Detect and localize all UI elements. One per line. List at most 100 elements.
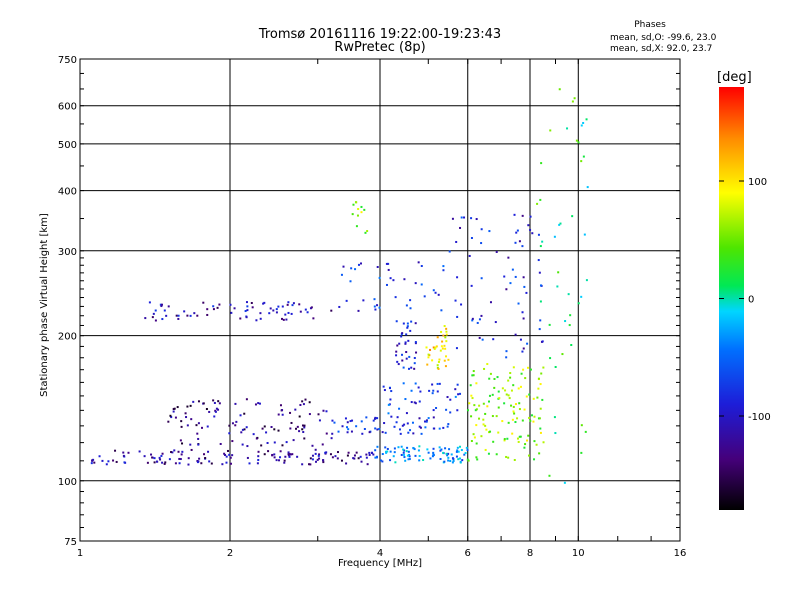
data-point — [444, 447, 447, 450]
data-point — [362, 299, 365, 302]
data-point — [442, 269, 445, 272]
data-point — [505, 288, 508, 291]
data-point — [443, 359, 446, 362]
data-point — [471, 317, 474, 320]
data-point — [381, 431, 384, 434]
data-point — [229, 303, 232, 306]
data-point — [537, 387, 540, 390]
data-point — [504, 389, 507, 392]
data-point — [393, 425, 396, 428]
data-point — [503, 275, 506, 278]
data-point — [501, 420, 504, 423]
data-point — [395, 320, 398, 323]
data-point — [478, 404, 481, 407]
data-point — [349, 420, 352, 423]
data-point — [368, 451, 371, 454]
data-point — [586, 186, 589, 189]
data-point — [231, 440, 234, 443]
data-point — [436, 382, 439, 385]
data-point — [243, 412, 246, 415]
data-point — [304, 398, 307, 401]
data-point — [398, 407, 401, 410]
data-point — [460, 303, 463, 306]
data-point — [153, 457, 156, 460]
data-point — [396, 360, 399, 363]
data-point — [493, 386, 496, 389]
data-point — [400, 445, 403, 448]
data-point — [573, 97, 576, 100]
data-point — [355, 451, 358, 454]
data-point — [473, 436, 476, 439]
data-point — [559, 222, 562, 225]
data-point — [330, 309, 333, 312]
data-point — [246, 456, 249, 459]
data-point — [286, 303, 289, 306]
data-point — [577, 302, 580, 305]
data-point — [440, 448, 443, 451]
data-point — [495, 250, 498, 253]
data-point — [512, 366, 515, 369]
data-point — [197, 437, 200, 440]
data-point — [303, 426, 306, 429]
data-point — [425, 420, 428, 423]
data-point — [350, 267, 353, 270]
data-point — [505, 455, 508, 458]
data-point — [427, 451, 430, 454]
data-point — [457, 458, 460, 461]
data-point — [489, 301, 492, 304]
data-point — [531, 232, 534, 235]
data-point — [470, 394, 473, 397]
data-point — [536, 396, 539, 399]
data-point — [206, 425, 209, 428]
data-point — [406, 446, 409, 449]
data-point — [585, 118, 588, 121]
data-point — [471, 397, 474, 400]
data-point — [408, 453, 411, 456]
data-point — [342, 265, 345, 268]
data-point — [570, 344, 573, 347]
data-point — [190, 418, 193, 421]
data-point — [539, 319, 542, 322]
data-point — [318, 457, 321, 460]
data-point — [186, 405, 189, 408]
data-point — [388, 403, 391, 406]
data-point — [426, 448, 429, 451]
data-point — [541, 240, 544, 243]
data-point — [396, 344, 399, 347]
data-point — [512, 410, 515, 413]
data-point — [407, 431, 410, 434]
data-point — [518, 402, 521, 405]
data-point — [239, 317, 242, 320]
data-point — [463, 216, 466, 219]
data-point — [528, 454, 531, 457]
data-point — [526, 366, 529, 369]
data-point — [197, 400, 200, 403]
data-point — [372, 419, 375, 422]
data-point — [114, 449, 117, 452]
data-point — [519, 338, 522, 341]
y-tick-label: 300 — [58, 247, 77, 258]
data-point — [510, 389, 513, 392]
data-point — [281, 444, 284, 447]
data-point — [529, 215, 532, 218]
data-point — [172, 410, 175, 413]
data-point — [478, 318, 481, 321]
data-point — [291, 304, 294, 307]
data-point — [432, 409, 435, 412]
data-point — [187, 457, 190, 460]
data-point — [406, 325, 409, 328]
data-point — [268, 312, 271, 315]
data-point — [169, 414, 172, 417]
data-point — [301, 424, 304, 427]
phase-stats-x: mean, sd,X: 92.0, 23.7 — [610, 44, 713, 54]
data-point — [436, 364, 439, 367]
grid-lines — [80, 59, 680, 541]
data-point — [254, 403, 257, 406]
data-point — [392, 455, 395, 458]
data-point — [105, 463, 108, 466]
data-point — [143, 455, 146, 458]
data-point — [184, 412, 187, 415]
data-point — [419, 390, 422, 393]
data-point — [219, 442, 222, 445]
data-point — [417, 386, 420, 389]
